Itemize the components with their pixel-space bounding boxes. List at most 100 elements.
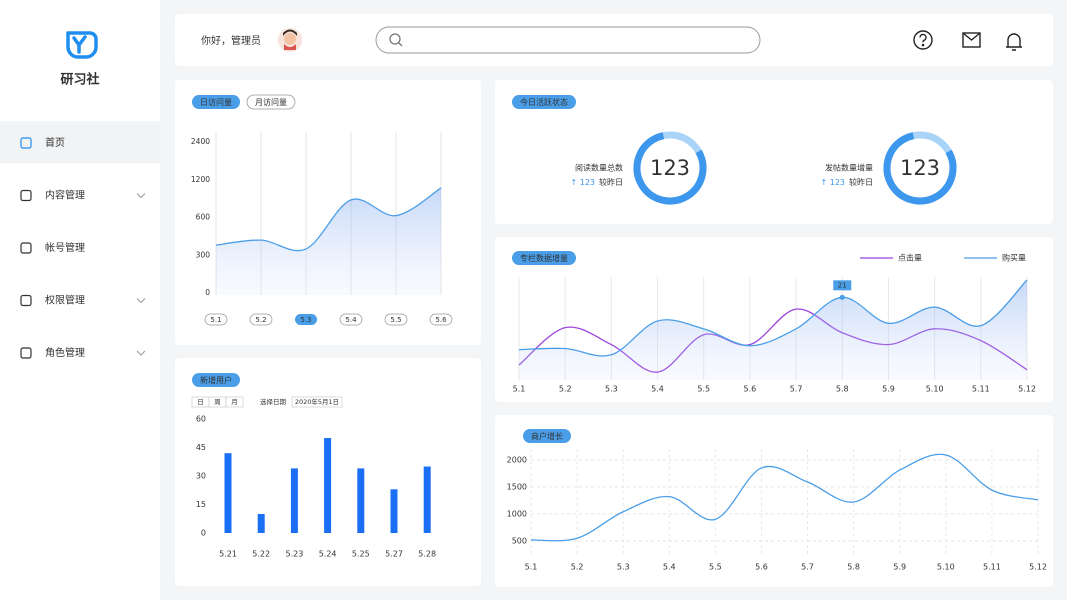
bar <box>224 453 232 533</box>
pill-label: 日访问量 <box>200 97 232 107</box>
search-box[interactable] <box>375 26 761 54</box>
help-mark <box>919 33 927 43</box>
pill-label: 专栏数据增量 <box>520 253 568 263</box>
search-handle <box>398 42 403 47</box>
y-tick-label: 30 <box>196 472 206 481</box>
x-tick-label: 5.2 <box>559 385 572 394</box>
avatar[interactable] <box>278 28 302 52</box>
bar <box>357 468 365 533</box>
x-tick-label: 5.8 <box>836 385 849 394</box>
menu-item[interactable] <box>0 121 160 163</box>
chevron <box>136 298 146 304</box>
x-tick-label: 5.25 <box>352 550 370 559</box>
avatar-body <box>284 44 296 50</box>
ring-value: 123 <box>900 156 940 180</box>
pill-label: 新增用户 <box>200 375 232 385</box>
y-tick-label: 300 <box>196 250 211 259</box>
logo <box>66 31 98 59</box>
x-tick-label: 5.1 <box>513 385 526 394</box>
ring-value: 123 <box>650 156 690 180</box>
x-tick-label: 5.4 <box>663 563 676 572</box>
activity-card: 今日活跃状态 123 阅读数量总数 ↑ 123 较昨日 123 发帖数量增量 ↑ 123 较昨日 <box>495 80 1053 224</box>
x-tick-label: 5.23 <box>285 550 303 559</box>
change-compare: 较昨日 <box>599 177 623 187</box>
date-value: 2020年5月1日 <box>295 397 339 406</box>
search-icon <box>389 33 403 47</box>
x-tick-label: 5.22 <box>252 550 270 559</box>
x-tick-label: 5.28 <box>418 550 436 559</box>
value-label-bg <box>833 280 852 291</box>
line <box>215 187 442 252</box>
visits-card: 日访问量 月访问量 0 300 600 1200 2400 5.1 5.2 5.3 5.4 5.5 5.… <box>175 80 481 345</box>
brand: 研习社 <box>60 72 99 88</box>
y-tick-label: 600 <box>196 213 211 222</box>
menu-active-bg <box>0 121 160 163</box>
y-tick-label: 1500 <box>507 482 527 491</box>
tab[interactable] <box>225 396 244 408</box>
pill-label: 今日活跃状态 <box>520 97 568 107</box>
x-tick-label: 5.2 <box>571 563 584 572</box>
bar <box>257 514 265 533</box>
help-circle <box>913 30 933 50</box>
date-label: 选择日期 <box>260 397 287 406</box>
greeting: 你好，管理员 <box>201 34 261 47</box>
y-tick-label: 1200 <box>191 175 210 184</box>
x-tick-label: 5.4 <box>345 316 357 324</box>
avatar-face <box>284 33 296 45</box>
change-value: ↑ 123 <box>820 178 845 187</box>
mail-icon[interactable] <box>962 32 981 48</box>
x-tick-pill[interactable] <box>295 314 317 325</box>
y-tick-label: 1000 <box>507 509 527 518</box>
help-icon[interactable] <box>913 30 933 50</box>
change-compare: 较昨日 <box>849 177 873 187</box>
legend-label: 点击量 <box>898 253 922 263</box>
help-dot <box>921 43 925 47</box>
bell-icon[interactable] <box>1006 33 1022 51</box>
x-tick-pill[interactable] <box>204 313 228 326</box>
date-box[interactable] <box>291 396 343 408</box>
x-tick-label: 5.21 <box>219 550 237 559</box>
line <box>518 279 1028 357</box>
x-tick-label: 5.2 <box>255 316 266 324</box>
menu-icon <box>20 347 32 359</box>
pill-label: 商户增长 <box>531 431 563 441</box>
pill <box>192 373 240 387</box>
x-tick-pill[interactable] <box>429 313 453 326</box>
x-tick-label: 5.12 <box>1029 563 1047 572</box>
pill[interactable] <box>246 94 296 110</box>
x-tick-pill[interactable] <box>249 313 273 326</box>
ring-arc <box>883 131 957 205</box>
sidebar <box>0 0 160 600</box>
card <box>495 415 1053 587</box>
change-value: ↑ 123 <box>570 178 595 187</box>
pill[interactable] <box>192 95 240 109</box>
bar <box>423 466 431 533</box>
ring-label: 阅读数量总数 <box>575 163 623 173</box>
card <box>495 80 1053 224</box>
x-tick-label: 5.11 <box>983 563 1001 572</box>
area <box>519 280 1027 380</box>
tab-label: 日 <box>197 398 204 406</box>
menu-label: 首页 <box>45 136 65 149</box>
ring-arc <box>633 131 707 205</box>
x-tick-label: 5.6 <box>435 316 447 324</box>
x-tick-pill[interactable] <box>384 313 408 326</box>
x-tick-label: 5.10 <box>937 563 955 572</box>
x-tick-label: 5.1 <box>210 316 221 324</box>
x-tick-label: 5.5 <box>697 385 710 394</box>
pill-label: 月访问量 <box>255 97 287 107</box>
menu-icon <box>20 242 32 254</box>
pill <box>512 251 576 265</box>
y-tick-label: 45 <box>196 443 206 452</box>
x-tick-label: 5.12 <box>1018 385 1036 394</box>
logo-mark <box>72 35 87 54</box>
menu-label: 权限管理 <box>45 294 85 307</box>
menu-icon <box>20 294 32 307</box>
chevron <box>136 193 146 199</box>
pill <box>523 429 571 443</box>
tab-label: 月 <box>231 398 238 406</box>
tab-label: 周 <box>214 398 221 406</box>
x-tick-pill[interactable] <box>339 313 363 326</box>
